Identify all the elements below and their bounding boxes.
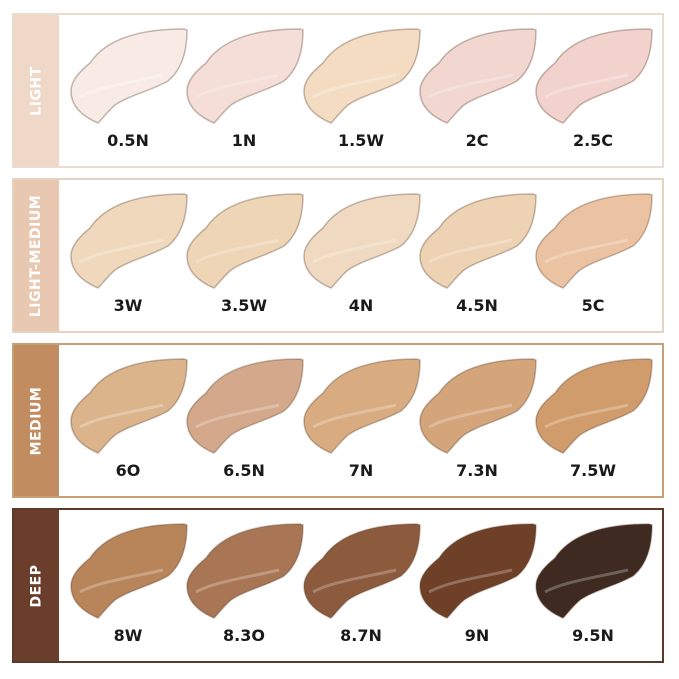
swatch-smear [186,523,304,619]
swatch-smear [535,193,653,289]
shade-swatch: 9.5N [533,520,653,660]
shade-label: 6.5N [223,461,265,480]
shade-swatch: 7.5W [533,355,653,495]
group-label-strip: MEDIUM [14,345,59,496]
group-label-strip: DEEP [14,510,59,661]
shade-swatch: 3W [68,190,188,330]
shade-label: 4N [348,296,374,315]
shade-swatch: 5C [533,190,653,330]
swatch-smear [419,28,537,124]
shade-label: 6O [115,461,141,480]
shade-label: 3W [113,296,143,315]
swatch-smear [186,193,304,289]
shade-swatch: 6.5N [184,355,304,495]
shade-swatch: 8.7N [301,520,421,660]
swatch-smear [70,193,188,289]
shade-label: 2.5C [572,131,614,150]
shade-swatch: 1N [184,25,304,165]
shade-label: 9.5N [572,626,614,645]
group-label: LIGHT [28,65,45,116]
shade-swatch: 3.5W [184,190,304,330]
group-label: DEEP [28,563,45,608]
swatch-smear [186,28,304,124]
swatch-smear [70,523,188,619]
shade-swatch: 0.5N [68,25,188,165]
swatch-smear [419,523,537,619]
shade-label: 7.3N [456,461,498,480]
swatch-smear [419,358,537,454]
swatch-smear [303,28,421,124]
shade-swatch: 1.5W [301,25,421,165]
swatch-smear [419,193,537,289]
shade-swatch: 8W [68,520,188,660]
shade-label: 3.5W [221,296,267,315]
shade-swatch: 2C [417,25,537,165]
shade-label: 2C [465,131,489,150]
swatch-smear [303,523,421,619]
shade-label: 1.5W [338,131,384,150]
shade-swatch: 7N [301,355,421,495]
group-label: MEDIUM [28,386,45,455]
shade-label: 7.5W [570,461,616,480]
shade-group-panel: LIGHT-MEDIUM 3W 3.5W 4N 4.5N 5C [12,178,664,333]
shade-swatch: 8.3O [184,520,304,660]
swatch-smear [535,358,653,454]
shade-label: 0.5N [107,131,149,150]
shade-swatch: 4N [301,190,421,330]
shade-label: 8.7N [340,626,382,645]
shade-group-panel: DEEP 8W 8.3O 8.7N 9N 9.5N [12,508,664,663]
shade-swatch: 2.5C [533,25,653,165]
shade-label: 1N [231,131,257,150]
group-label: LIGHT-MEDIUM [28,194,45,317]
group-label-strip: LIGHT-MEDIUM [14,180,59,331]
swatch-smear [70,28,188,124]
shade-label: 4.5N [456,296,498,315]
group-label-strip: LIGHT [14,15,59,166]
shade-swatch: 4.5N [417,190,537,330]
swatch-smear [303,193,421,289]
shade-swatch: 6O [68,355,188,495]
swatch-smear [70,358,188,454]
swatch-smear [535,28,653,124]
shade-group-panel: LIGHT 0.5N 1N 1.5W 2C 2.5C [12,13,664,168]
shade-swatch: 7.3N [417,355,537,495]
shade-label: 7N [348,461,374,480]
swatch-smear [303,358,421,454]
shade-label: 5C [581,296,605,315]
shade-label: 8W [113,626,143,645]
shade-label: 8.3O [223,626,265,645]
swatch-smear [186,358,304,454]
shade-group-panel: MEDIUM 6O 6.5N 7N 7.3N 7.5W [12,343,664,498]
shade-swatch: 9N [417,520,537,660]
shade-label: 9N [464,626,490,645]
swatch-smear [535,523,653,619]
